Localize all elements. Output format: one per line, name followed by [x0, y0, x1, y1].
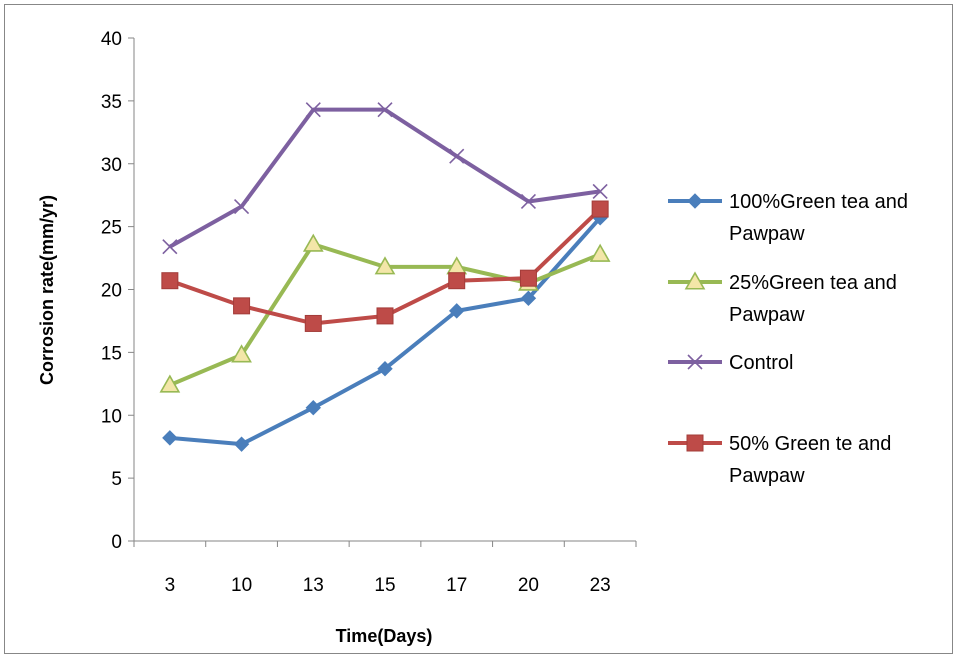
axes: [133, 38, 636, 542]
series-4: [161, 200, 609, 332]
series-line: [168, 107, 601, 249]
data-point: [591, 200, 609, 218]
data-point: [520, 193, 536, 210]
data-point: [233, 297, 251, 315]
legend: 100%Green tea and Pawpaw 25%Green tea and P…: [668, 191, 908, 487]
x-axis-title: Time(Days): [336, 626, 433, 646]
chart-frame: [4, 4, 953, 654]
legend-label: Control: [729, 352, 793, 374]
data-point: [449, 148, 465, 164]
data-point: [448, 272, 466, 290]
data-point: [592, 183, 608, 199]
legend-entry-3: Control: [668, 352, 793, 374]
data-point: [162, 239, 178, 255]
y-axis-ticks: 0 5 10 15 20 25 30 35 40: [101, 29, 134, 553]
legend-marker: [687, 354, 703, 370]
legend-marker: [684, 271, 706, 290]
legend-label: Pawpaw: [729, 304, 805, 326]
data-point: [302, 233, 324, 252]
legend-label: Pawpaw: [729, 465, 805, 487]
x-axis-ticks: 3 10 13 15 17 20 23: [133, 541, 637, 596]
data-point: [234, 198, 250, 215]
legend-entry-4: 50% Green te and Pawpaw: [668, 433, 891, 487]
data-point: [449, 303, 465, 319]
series-1: [162, 210, 608, 452]
data-point: [377, 361, 393, 377]
data-point: [376, 307, 394, 325]
x-tick-label: 20: [518, 575, 539, 596]
data-point: [159, 374, 181, 393]
y-tick-label: 20: [101, 281, 122, 302]
data-point: [589, 243, 611, 262]
x-tick-label: 23: [590, 575, 611, 596]
series-line: [169, 216, 602, 447]
data-point: [233, 436, 250, 452]
x-tick-label: 17: [446, 575, 467, 596]
legend-marker: [687, 193, 703, 209]
y-tick-label: 0: [111, 532, 122, 553]
series-3: [162, 102, 608, 255]
data-point: [377, 102, 393, 118]
legend-label: 25%Green tea and: [729, 272, 897, 294]
x-tick-label: 10: [231, 575, 252, 596]
legend-entry-1: 100%Green tea and Pawpaw: [668, 191, 908, 245]
legend-label: 50% Green te and: [729, 433, 891, 455]
data-point: [161, 272, 179, 290]
x-tick-label: 13: [303, 575, 324, 596]
data-point: [231, 344, 252, 363]
y-tick-label: 35: [101, 92, 122, 113]
data-point: [520, 290, 537, 307]
data-point: [304, 314, 322, 332]
legend-label: Pawpaw: [729, 223, 805, 245]
y-axis-title: Corrosion rate(mm/yr): [37, 195, 57, 385]
legend-entry-2: 25%Green tea and Pawpaw: [668, 271, 897, 326]
y-tick-label: 15: [101, 343, 122, 364]
y-tick-label: 40: [101, 29, 122, 50]
series-group: [159, 102, 611, 452]
x-tick-label: 15: [374, 575, 395, 596]
data-point: [374, 256, 396, 275]
x-tick-label: 3: [165, 575, 176, 596]
y-tick-label: 25: [101, 218, 122, 239]
data-point: [305, 399, 321, 416]
data-point: [519, 269, 537, 287]
y-tick-label: 30: [101, 155, 122, 176]
y-tick-label: 5: [111, 469, 122, 490]
legend-label: 100%Green tea and: [729, 191, 908, 213]
legend-marker: [686, 434, 704, 452]
data-point: [305, 102, 321, 118]
data-point: [162, 430, 178, 446]
y-tick-label: 10: [101, 406, 122, 427]
